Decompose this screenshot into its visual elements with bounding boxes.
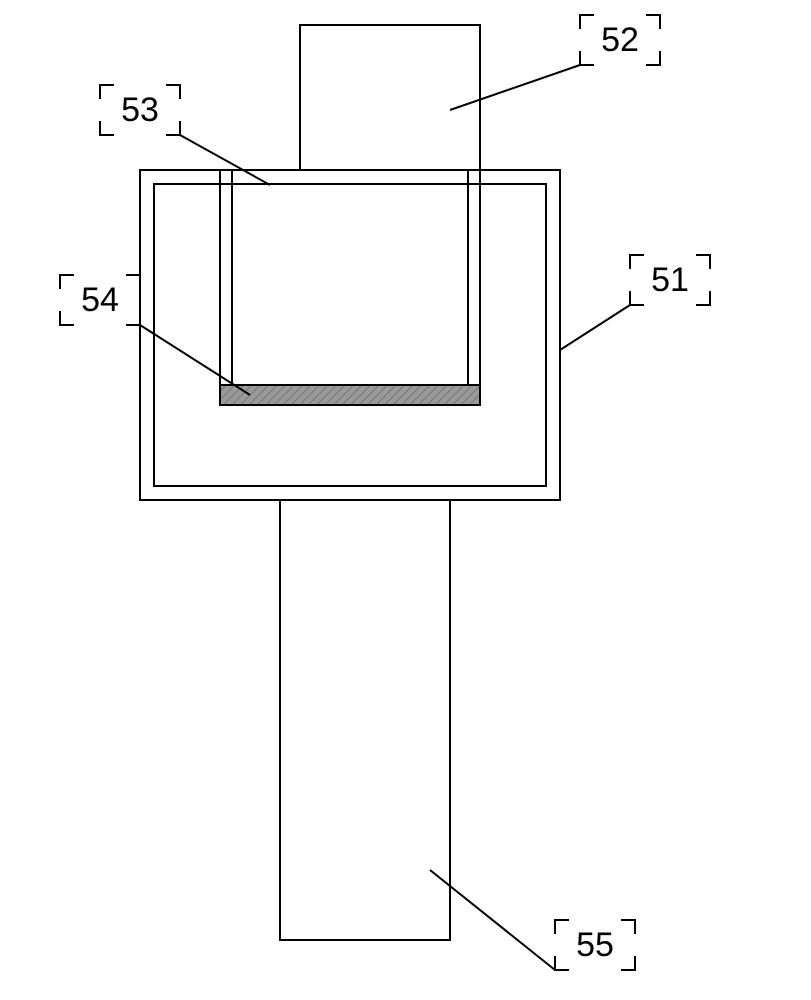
label-53-text: 53 bbox=[121, 91, 159, 129]
label-51-text: 51 bbox=[651, 261, 689, 299]
plate bbox=[220, 385, 480, 405]
outer-box bbox=[140, 170, 560, 500]
bottom-stem bbox=[280, 500, 450, 940]
label-55: 55 bbox=[430, 870, 635, 970]
label-54-text: 54 bbox=[81, 281, 119, 319]
label-52-text: 52 bbox=[601, 21, 639, 59]
top-block bbox=[300, 25, 480, 170]
label-55-text: 55 bbox=[576, 926, 614, 964]
label-51: 51 bbox=[560, 255, 710, 350]
label-52: 52 bbox=[450, 15, 660, 110]
